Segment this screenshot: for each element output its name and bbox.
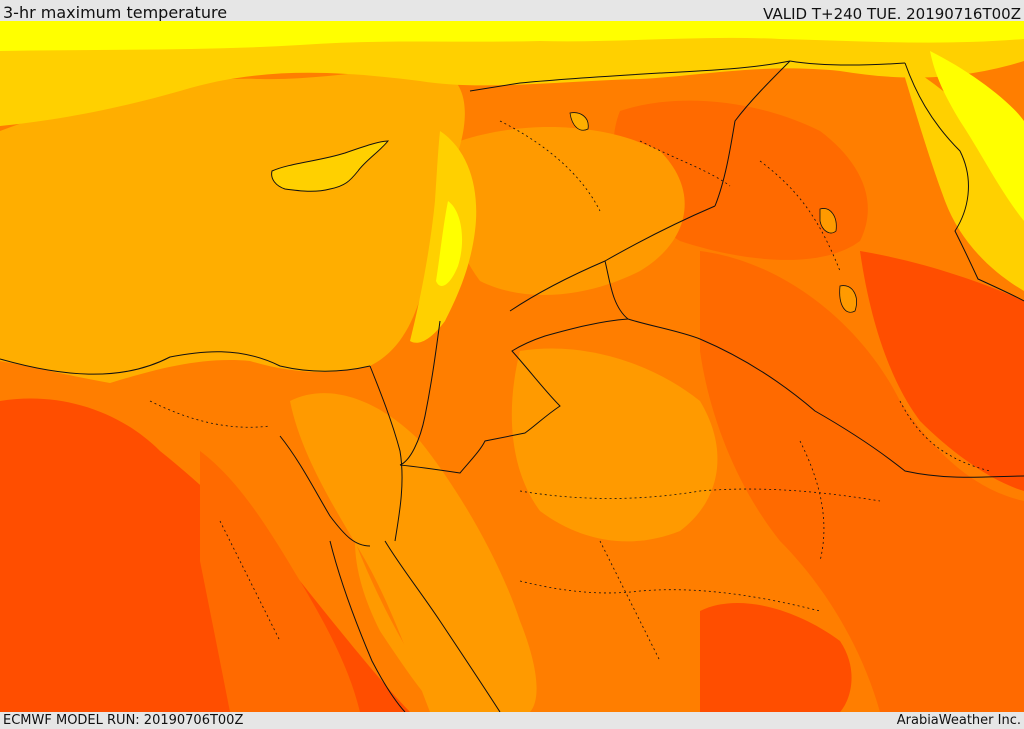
province-line-7 xyxy=(149,400,271,428)
red-sea xyxy=(355,541,480,712)
province-line-3 xyxy=(759,160,841,272)
cyprus-island xyxy=(271,140,390,192)
border-saudi-coast xyxy=(384,540,501,712)
border-turkey-iran xyxy=(789,60,906,66)
province-line-4 xyxy=(799,440,825,562)
header-bar: 3-hr maximum temperature VALID T+240 TUE… xyxy=(0,0,1024,23)
cool-band-zagros xyxy=(900,61,1024,291)
border-egypt-israel xyxy=(369,365,403,542)
map-canvas xyxy=(0,21,1024,712)
border-egypt-sudan-coast xyxy=(0,351,371,375)
border-syria-iraq xyxy=(714,60,791,207)
border-jordan-saudi xyxy=(399,318,629,474)
warm-zone-sinai-hejaz xyxy=(290,393,537,712)
credit-label: ArabiaWeather Inc. xyxy=(896,713,1021,728)
border-israel-jordan xyxy=(399,320,441,466)
map-title: 3-hr maximum temperature xyxy=(3,3,228,22)
border-red-sea-west xyxy=(329,540,406,712)
lake-tharthar xyxy=(819,208,837,234)
footer-bar: ECMWF MODEL RUN: 20190706T00Z ArabiaWeat… xyxy=(0,712,1024,729)
valid-time: VALID T+240 TUE. 20190716T00Z xyxy=(763,5,1021,23)
province-line-5 xyxy=(519,488,881,502)
temperature-map[interactable] xyxy=(0,21,1024,712)
province-lines xyxy=(149,120,991,662)
lake-assad xyxy=(569,112,589,131)
hot-zone-iraq-south xyxy=(860,251,1024,491)
hot-zone-arabia-east xyxy=(700,251,1024,712)
lake-razzaza xyxy=(839,285,857,313)
warm-zone-levant-inland xyxy=(449,127,685,295)
province-line-9 xyxy=(519,580,821,612)
cool-strip-zagros xyxy=(930,51,1024,221)
border-sinai-coast xyxy=(279,435,371,547)
warm-zone-jordan-saudi xyxy=(511,348,718,542)
border-turkey-syria xyxy=(469,60,791,92)
hot-zone-egypt-nile xyxy=(200,451,360,712)
cool-strip-turkey-north xyxy=(0,21,1024,51)
cool-band-turkey xyxy=(0,21,1024,126)
province-line-1 xyxy=(499,120,601,212)
hot-zone-saudi-interior xyxy=(700,602,852,712)
border-iran-iraq xyxy=(904,62,1024,302)
model-run-label: ECMWF MODEL RUN: 20190706T00Z xyxy=(3,713,244,728)
cool-spot-lebanon-mts xyxy=(436,201,463,286)
mediterranean-sea xyxy=(0,69,465,383)
border-saudi-iraq-north xyxy=(509,205,716,312)
country-borders xyxy=(0,60,1024,712)
province-line-8 xyxy=(899,400,991,472)
